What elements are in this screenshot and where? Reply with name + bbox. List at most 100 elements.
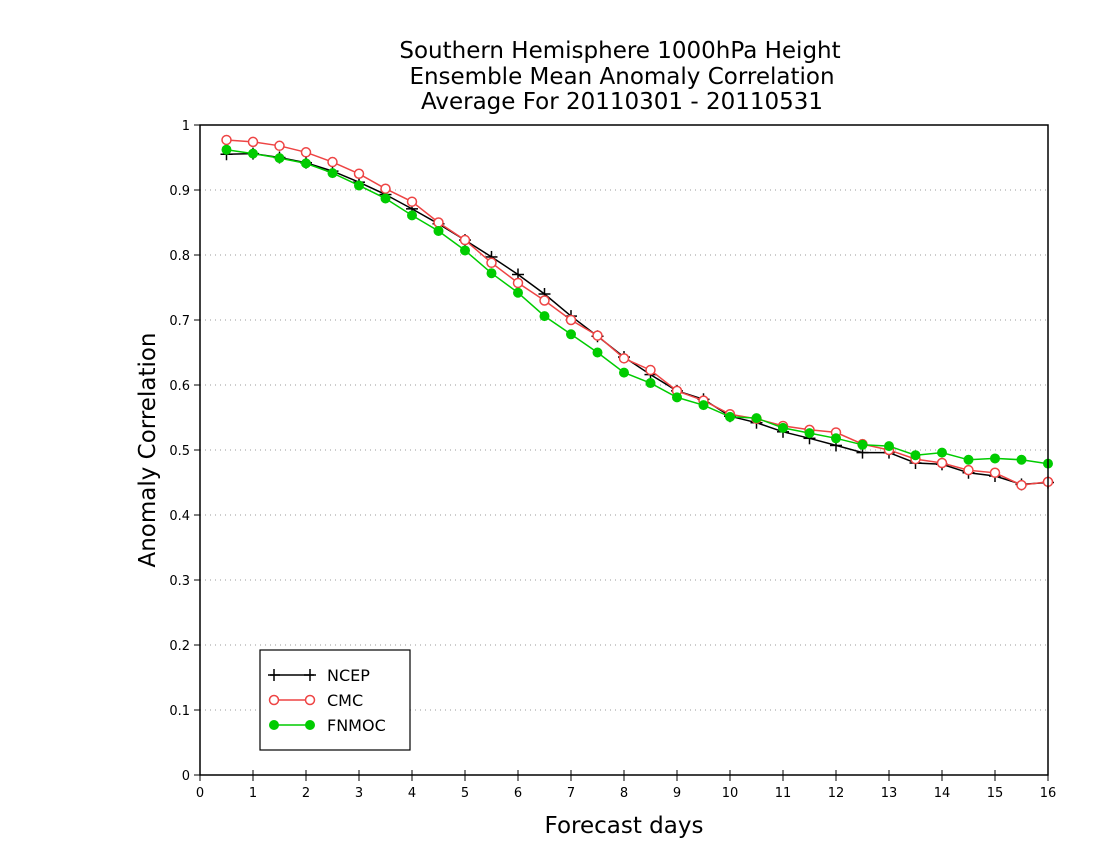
data-point-fnmoc: [407, 210, 417, 221]
data-point-fnmoc: [248, 148, 258, 159]
series-ncep: [220, 147, 1054, 491]
x-axis-title: Forecast days: [545, 813, 704, 839]
series-cmc: [221, 134, 1054, 491]
legend-label-ncep: NCEP: [327, 666, 370, 685]
x-tick-label: 10: [722, 786, 739, 801]
x-tick-label: 12: [828, 786, 845, 801]
data-point-fnmoc: [672, 392, 682, 403]
data-point-fnmoc: [963, 454, 974, 465]
data-point-fnmoc: [990, 453, 1000, 464]
data-point-fnmoc: [698, 400, 709, 411]
x-tick-label: 11: [775, 786, 792, 801]
y-tick-label: 0.2: [169, 639, 190, 654]
series-line-ncep: [226, 152, 1049, 486]
y-tick-label: 0.3: [169, 574, 190, 589]
legend-entry-cmc: CMC: [268, 691, 363, 710]
data-point-cmc: [406, 196, 418, 207]
legend-entry-fnmoc: FNMOC: [269, 716, 386, 735]
data-point-fnmoc: [380, 193, 391, 204]
x-tick-label: 15: [987, 786, 1004, 801]
data-point-cmc: [936, 457, 948, 469]
data-point-fnmoc: [354, 180, 364, 191]
x-tick-label: 8: [620, 786, 628, 801]
data-point-fnmoc: [327, 168, 338, 179]
legend: NCEP CMC FNMOC: [259, 649, 411, 751]
x-tick-label: 6: [514, 786, 522, 801]
plot-frame: [199, 124, 1049, 776]
data-point-cmc: [459, 234, 471, 246]
y-tick-label: 1: [182, 119, 190, 134]
data-point-cmc: [618, 353, 630, 364]
grid-layer: [200, 189, 1048, 711]
y-tick-label: 0.9: [169, 184, 190, 199]
data-point-cmc: [247, 136, 259, 148]
y-tick-label: 0.1: [169, 704, 190, 719]
y-tick-label: 0.6: [169, 379, 190, 394]
data-point-fnmoc: [566, 329, 576, 340]
title-line-3: Average For 20110301 - 20110531: [421, 89, 823, 115]
data-point-fnmoc: [831, 433, 841, 444]
data-point-cmc: [1016, 479, 1027, 491]
data-point-cmc: [380, 183, 391, 194]
data-point-fnmoc: [751, 413, 762, 424]
data-point-fnmoc: [592, 347, 603, 358]
legend-marker: [304, 694, 316, 706]
series-fnmoc: [221, 144, 1053, 469]
legend-marker: [268, 694, 280, 706]
y-axis-title: Anomaly Correlation: [135, 332, 161, 567]
data-point-fnmoc: [301, 158, 311, 169]
data-point-cmc: [512, 277, 524, 289]
data-point-fnmoc: [884, 441, 894, 452]
data-point-cmc: [963, 464, 974, 476]
data-point-fnmoc: [1016, 454, 1027, 465]
data-point-cmc: [592, 330, 603, 341]
data-point-fnmoc: [539, 311, 550, 322]
series-layer: [220, 134, 1054, 491]
legend-label-fnmoc: FNMOC: [327, 716, 386, 735]
axis-ticks: 00.10.20.30.40.50.60.70.80.910 1 2 3 4 5 6 7 8 9 1…: [169, 119, 1056, 801]
data-point-fnmoc: [221, 144, 232, 155]
legend-marker: [305, 720, 315, 730]
data-point-fnmoc: [910, 450, 921, 461]
series-line-cmc: [226, 139, 1049, 486]
legend-marker: [269, 720, 279, 730]
data-point-fnmoc: [433, 225, 444, 236]
data-point-fnmoc: [619, 367, 629, 378]
series-line-fnmoc: [226, 148, 1049, 465]
data-point-cmc: [327, 156, 338, 168]
data-point-fnmoc: [460, 245, 470, 256]
y-tick-label: 0.4: [169, 509, 190, 524]
data-point-cmc: [274, 140, 285, 152]
y-tick-label: 0.7: [169, 314, 190, 329]
data-point-fnmoc: [857, 439, 868, 450]
y-tick-label: 0.8: [169, 249, 190, 264]
data-point-fnmoc: [486, 268, 497, 279]
data-point-fnmoc: [513, 287, 523, 298]
data-point-cmc: [565, 314, 577, 326]
x-tick-label: 16: [1040, 786, 1057, 801]
legend-label-cmc: CMC: [327, 691, 363, 710]
data-point-cmc: [989, 467, 1001, 478]
data-point-fnmoc: [274, 153, 285, 164]
data-point-fnmoc: [645, 378, 656, 389]
x-tick-label: 3: [355, 786, 363, 801]
x-tick-label: 9: [673, 786, 681, 801]
title-line-2: Ensemble Mean Anomaly Correlation: [409, 64, 834, 90]
data-point-cmc: [486, 257, 497, 269]
data-point-cmc: [433, 217, 444, 228]
x-tick-label: 13: [881, 786, 898, 801]
data-point-fnmoc: [804, 428, 815, 439]
data-point-cmc: [221, 134, 232, 146]
data-point-fnmoc: [937, 447, 947, 458]
data-point-cmc: [300, 147, 312, 158]
legend-entry-ncep: NCEP: [268, 666, 370, 685]
data-point-cmc: [353, 168, 365, 179]
x-tick-label: 1: [249, 786, 257, 801]
data-point-cmc: [539, 295, 550, 306]
x-tick-label: 7: [567, 786, 575, 801]
data-point-fnmoc: [778, 422, 788, 433]
data-point-fnmoc: [725, 411, 735, 422]
x-tick-label: 5: [461, 786, 469, 801]
x-tick-label: 2: [302, 786, 310, 801]
